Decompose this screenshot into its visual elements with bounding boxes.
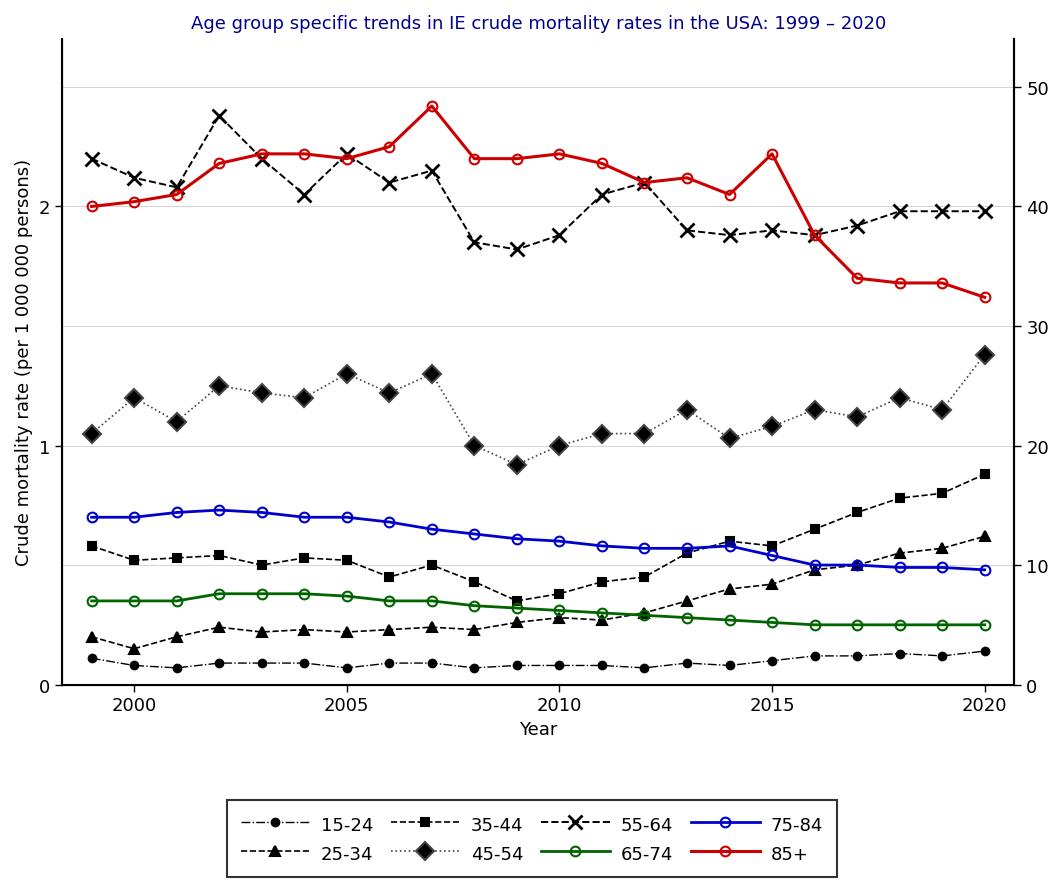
Title: Age group specific trends in IE crude mortality rates in the USA: 1999 – 2020: Age group specific trends in IE crude mo… bbox=[190, 15, 885, 33]
Y-axis label: Crude mortality rate (per 1 000 000 persons): Crude mortality rate (per 1 000 000 pers… bbox=[15, 159, 33, 566]
Legend: 15-24, 25-34, 35-44, 45-54, 55-64, 65-74, 75-84, 85+: 15-24, 25-34, 35-44, 45-54, 55-64, 65-74… bbox=[227, 800, 837, 877]
X-axis label: Year: Year bbox=[519, 720, 558, 738]
